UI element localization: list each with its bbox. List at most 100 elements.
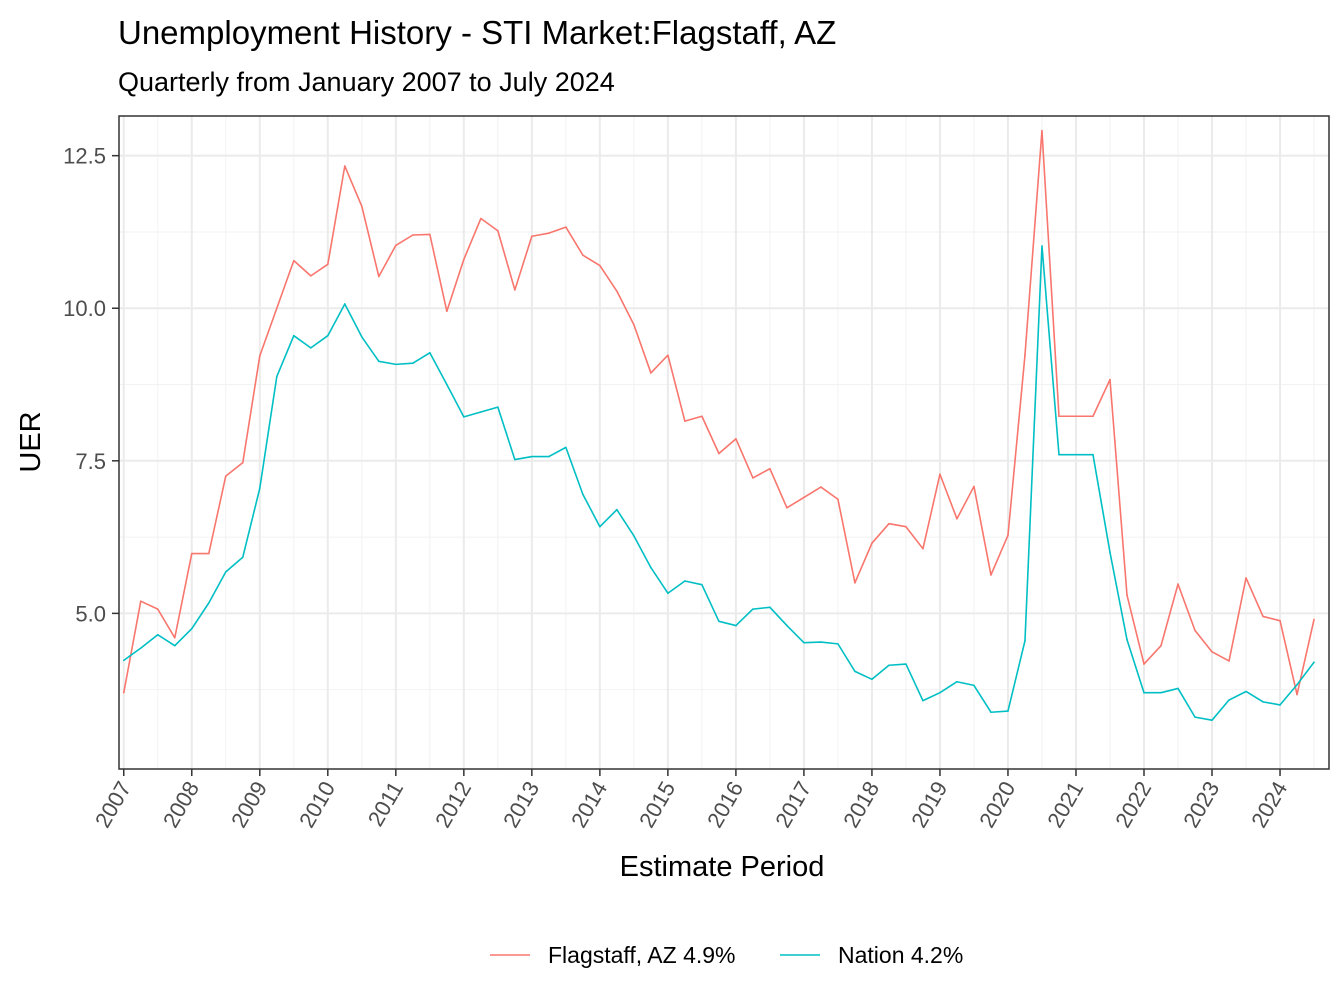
data-point-s0-43 — [854, 582, 856, 584]
data-point-s0-20 — [463, 258, 465, 261]
data-point-s0-7 — [241, 461, 244, 464]
data-point-s1-34 — [701, 583, 703, 586]
chart-title: Unemployment History - STI Market:Flagst… — [118, 14, 836, 51]
data-point-s1-30 — [633, 535, 635, 537]
data-point-s1-49 — [956, 680, 958, 683]
data-point-s1-41 — [820, 641, 822, 643]
data-point-s1-14 — [361, 336, 363, 338]
data-point-s0-8 — [258, 355, 261, 357]
data-point-s1-9 — [276, 375, 278, 378]
data-point-s0-60 — [1143, 663, 1145, 665]
data-point-s1-10 — [293, 334, 295, 337]
data-point-s1-3 — [173, 644, 176, 647]
data-point-s0-55 — [1058, 415, 1060, 418]
data-point-s1-31 — [650, 566, 652, 569]
data-point-s1-13 — [344, 303, 346, 305]
data-point-s1-37 — [752, 608, 754, 610]
data-point-s1-1 — [139, 647, 142, 649]
data-point-s0-15 — [378, 275, 380, 278]
data-point-s0-57 — [1092, 415, 1094, 418]
data-point-s0-21 — [480, 217, 482, 220]
data-point-s0-18 — [429, 233, 431, 236]
y-tick-label-3: 12.5 — [63, 144, 106, 169]
data-point-s0-62 — [1177, 583, 1179, 585]
data-point-s1-29 — [616, 508, 618, 511]
data-point-s0-52 — [1007, 534, 1009, 537]
data-point-s1-12 — [327, 334, 329, 337]
data-point-s0-40 — [803, 496, 805, 499]
data-point-s1-69 — [1296, 683, 1298, 686]
data-point-s0-37 — [752, 477, 754, 479]
data-point-s0-19 — [446, 310, 448, 313]
data-point-s1-67 — [1262, 701, 1264, 703]
data-point-s1-21 — [480, 411, 482, 413]
y-axis-labels: 5.0 7.5 10.0 12.5 — [63, 144, 106, 627]
data-point-s0-38 — [769, 467, 771, 470]
data-point-s0-36 — [735, 438, 737, 440]
data-point-s1-48 — [939, 691, 941, 694]
data-point-s1-33 — [684, 580, 686, 582]
data-point-s1-42 — [837, 643, 839, 645]
data-point-s0-4 — [190, 552, 193, 555]
chart-subtitle: Quarterly from January 2007 to July 2024 — [118, 67, 615, 97]
data-point-s0-53 — [1024, 354, 1026, 357]
data-point-s0-69 — [1296, 693, 1298, 696]
data-point-s1-56 — [1075, 453, 1077, 456]
data-point-s0-70 — [1313, 618, 1315, 621]
axis-ticks — [112, 154, 1281, 776]
data-point-s0-64 — [1211, 651, 1213, 653]
data-point-s0-44 — [871, 542, 873, 544]
data-point-s0-45 — [888, 522, 890, 525]
data-point-s1-43 — [854, 670, 856, 673]
data-point-s1-0 — [122, 659, 125, 662]
data-point-s0-61 — [1160, 644, 1162, 647]
data-point-s0-23 — [514, 289, 516, 291]
data-point-s0-54 — [1041, 129, 1043, 132]
data-point-s1-59 — [1126, 638, 1128, 641]
grid — [119, 116, 1329, 769]
legend-label-nation: Nation 4.2% — [838, 942, 963, 968]
legend: Flagstaff, AZ 4.9% Nation 4.2% — [490, 942, 963, 968]
data-point-s0-9 — [276, 307, 278, 310]
data-point-s0-31 — [650, 372, 652, 374]
data-point-s0-59 — [1126, 594, 1128, 596]
y-axis-title: UER — [15, 411, 47, 472]
data-point-s0-39 — [786, 507, 788, 509]
data-point-s1-36 — [735, 624, 737, 627]
data-point-s0-30 — [633, 323, 635, 326]
data-point-s1-24 — [531, 455, 533, 458]
data-point-s0-33 — [684, 420, 686, 422]
data-point-s1-63 — [1194, 716, 1196, 718]
data-point-s0-24 — [531, 235, 533, 238]
data-point-s0-67 — [1262, 615, 1264, 618]
data-point-s1-23 — [514, 458, 516, 461]
data-point-s0-3 — [173, 636, 176, 639]
y-tick-label-1: 7.5 — [75, 449, 106, 474]
data-point-s1-22 — [497, 406, 499, 408]
data-point-s1-62 — [1177, 687, 1179, 690]
data-point-s0-16 — [395, 244, 397, 247]
data-point-s0-47 — [922, 547, 924, 550]
data-point-s1-39 — [786, 624, 788, 627]
data-point-s1-28 — [599, 525, 601, 528]
data-point-s1-2 — [156, 633, 159, 636]
data-point-s1-6 — [224, 571, 227, 573]
data-point-s1-25 — [548, 455, 550, 458]
data-point-s1-70 — [1313, 661, 1315, 663]
data-point-s0-11 — [310, 275, 312, 277]
data-point-s0-26 — [565, 226, 567, 228]
data-point-s0-49 — [956, 517, 958, 520]
legend-label-flagstaff: Flagstaff, AZ 4.9% — [548, 942, 736, 968]
data-point-s1-17 — [412, 362, 414, 364]
data-point-s1-50 — [973, 684, 975, 687]
data-point-s1-52 — [1007, 710, 1009, 712]
data-point-s1-45 — [888, 664, 890, 667]
data-point-s1-4 — [190, 627, 193, 630]
data-point-s1-26 — [565, 446, 567, 449]
data-point-s1-47 — [922, 699, 924, 702]
data-point-s1-51 — [990, 711, 992, 714]
data-point-s1-53 — [1024, 640, 1026, 642]
data-point-s0-17 — [412, 234, 414, 236]
data-point-s1-5 — [207, 602, 210, 604]
